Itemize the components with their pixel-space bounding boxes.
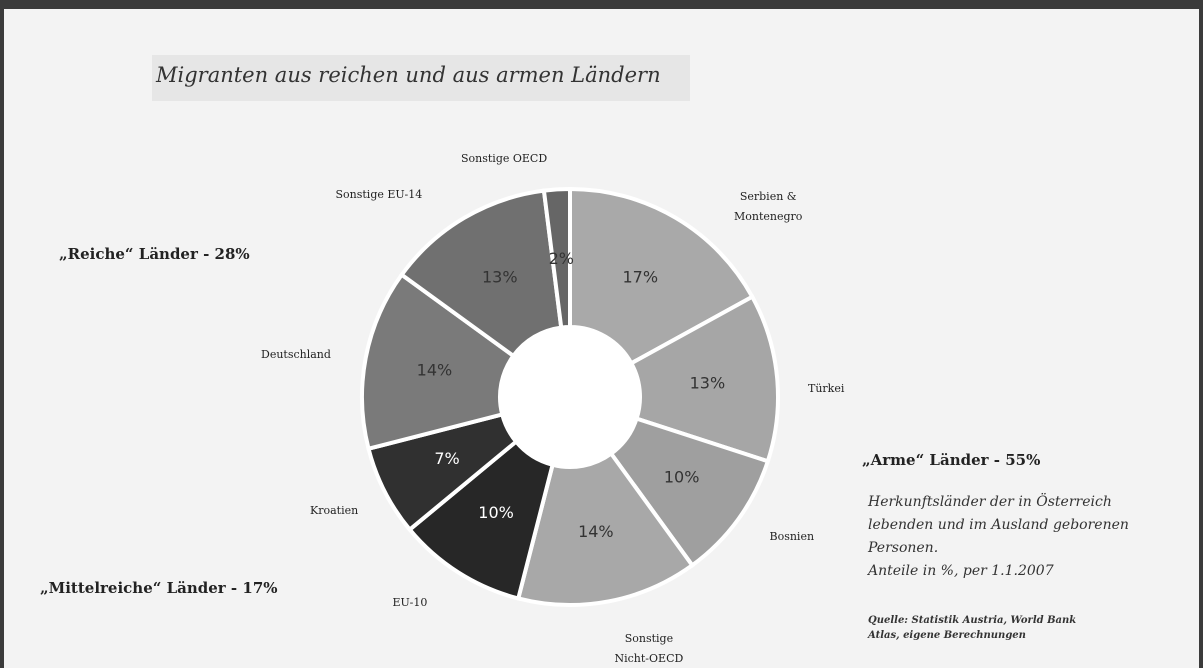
category-label: Sonstige OECD [461,152,548,165]
title-background [152,55,690,101]
group-label: „Mittelreiche“ Länder - 17% [40,579,278,597]
data-label: 10% [478,503,514,522]
data-label: 10% [664,468,700,487]
group-label: „Reiche“ Länder - 28% [59,245,250,263]
category-label: Sonstige EU-14 [335,188,423,201]
data-label: 2% [549,249,574,268]
data-label: 14% [417,361,453,380]
data-label: 14% [578,522,614,541]
category-label: Bosnien [769,530,815,543]
note: Herkunftsländer der in Österreich lebend… [868,494,1129,579]
category-label: Serbien & Montenegro [734,190,803,223]
data-label: 13% [482,268,518,287]
category-label: Kroatien [310,504,359,517]
source: Quelle: Statistik Austria, World Bank At… [868,615,1077,641]
group-label: „Arme“ Länder - 55% [862,451,1041,469]
category-label: EU-10 [392,596,428,609]
donut-chart: 17% 13% 10% 14% 10% 7% 14% 13% 2% [360,186,780,607]
category-label: Türkei [808,382,845,395]
donut-hole [500,327,640,467]
data-label: 17% [622,268,658,287]
data-label: 13% [690,374,726,393]
data-label: 7% [434,449,459,468]
category-label: Deutschland [261,348,331,361]
category-label: Sonstige Nicht-OECD [614,632,684,665]
chart-title: Migranten aus reichen und aus armen Länd… [156,63,661,87]
